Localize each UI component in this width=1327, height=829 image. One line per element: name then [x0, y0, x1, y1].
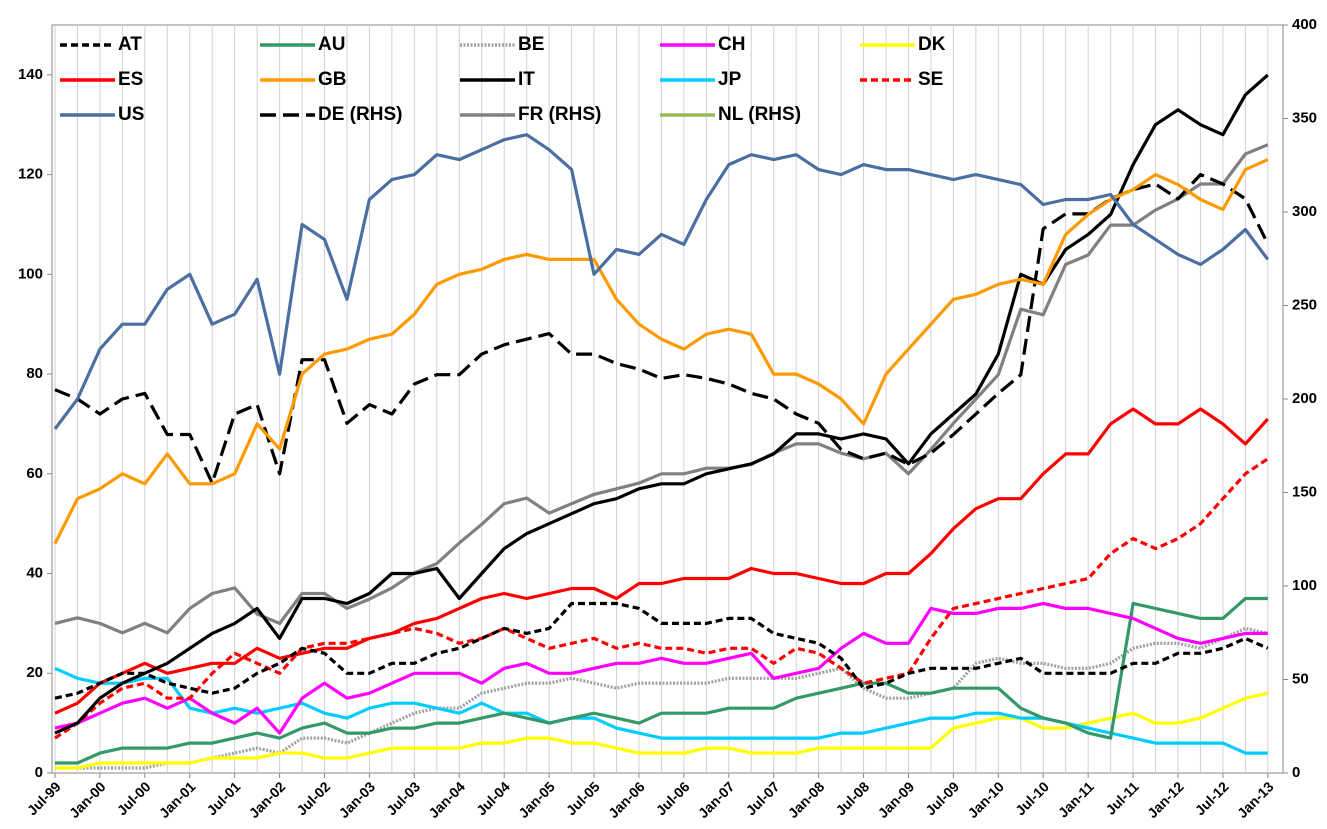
x-tick-label: Jan-07	[695, 778, 738, 821]
x-tick-label: Jan-03	[335, 778, 378, 821]
legend-label: DE (RHS)	[318, 104, 402, 125]
x-tick-label: Jul-03	[383, 778, 423, 818]
x-tick-label: Jan-10	[964, 778, 1007, 821]
x-tick-label: Jul-12	[1192, 778, 1232, 818]
series-line	[54, 407, 1269, 715]
x-tick-label: Jul-04	[473, 778, 513, 818]
legend-label: GB	[318, 69, 347, 90]
x-tick-label: Jul-07	[743, 778, 783, 818]
y2-tick-label: 400	[1292, 16, 1317, 33]
legend-label: IT	[518, 69, 535, 90]
x-tick-label: Jan-13	[1234, 778, 1277, 821]
y2-tick-label: 350	[1292, 109, 1317, 126]
legend-label: FR (RHS)	[518, 104, 601, 125]
series-line	[54, 143, 1269, 635]
legend-label: ES	[118, 69, 143, 90]
x-tick-label: Jan-05	[515, 778, 558, 821]
x-tick-label: Jul-99	[24, 778, 64, 818]
x-tick-label: Jul-00	[114, 778, 154, 818]
legend-label: SE	[918, 69, 943, 90]
series-line	[55, 596, 1268, 765]
series-line	[55, 626, 1269, 770]
y-tick-label: 120	[18, 166, 43, 183]
x-tick-label: Jul-08	[832, 778, 872, 818]
series-line	[54, 601, 1268, 735]
x-tick-label: Jan-09	[875, 778, 918, 821]
y-tick-label: 40	[26, 565, 43, 582]
x-tick-label: Jul-06	[653, 778, 693, 818]
x-tick-label: Jan-04	[425, 778, 468, 821]
legend-label: CH	[718, 34, 745, 55]
y2-tick-label: 100	[1292, 577, 1317, 594]
x-tick-label: Jul-05	[563, 778, 603, 818]
series-line	[54, 457, 1269, 740]
y-tick-label: 0	[35, 764, 43, 781]
x-tick-label: Jul-09	[922, 778, 962, 818]
legend-label: NL (RHS)	[718, 104, 801, 125]
y2-tick-label: 50	[1292, 670, 1309, 687]
legend-label: US	[118, 104, 144, 125]
y-tick-label: 20	[26, 664, 43, 681]
legend-label: AU	[318, 34, 345, 55]
series-line	[53, 133, 1270, 430]
legend-label: AT	[118, 34, 142, 55]
legend-label: DK	[918, 34, 946, 55]
x-tick-label: Jul-01	[203, 778, 243, 818]
y-tick-label: 60	[26, 465, 43, 482]
y2-tick-label: 200	[1292, 390, 1317, 407]
x-tick-label: Jul-02	[293, 778, 333, 818]
y2-tick-label: 0	[1292, 764, 1300, 781]
series-line	[54, 601, 1269, 700]
series-line	[54, 73, 1269, 735]
y-tick-label: 80	[26, 365, 43, 382]
x-tick-label: Jan-12	[1144, 778, 1187, 821]
x-tick-label: Jan-00	[66, 778, 109, 821]
x-tick-label: Jan-08	[785, 778, 828, 821]
y-tick-label: 140	[18, 66, 43, 83]
y2-tick-label: 150	[1292, 483, 1317, 500]
x-tick-label: Jan-02	[246, 778, 289, 821]
x-tick-label: Jan-06	[605, 778, 648, 821]
y2-tick-label: 300	[1292, 203, 1317, 220]
legend-label: JP	[718, 69, 742, 90]
series-line	[53, 158, 1269, 545]
y2-tick-label: 250	[1292, 296, 1317, 313]
x-tick-label: Jan-01	[156, 778, 199, 821]
x-tick-label: Jul-11	[1102, 778, 1142, 818]
series-line	[55, 691, 1269, 770]
x-tick-label: Jul-10	[1012, 778, 1052, 818]
y-tick-label: 100	[18, 265, 43, 282]
legend-label: BE	[518, 34, 544, 55]
x-tick-label: Jan-11	[1055, 778, 1097, 820]
